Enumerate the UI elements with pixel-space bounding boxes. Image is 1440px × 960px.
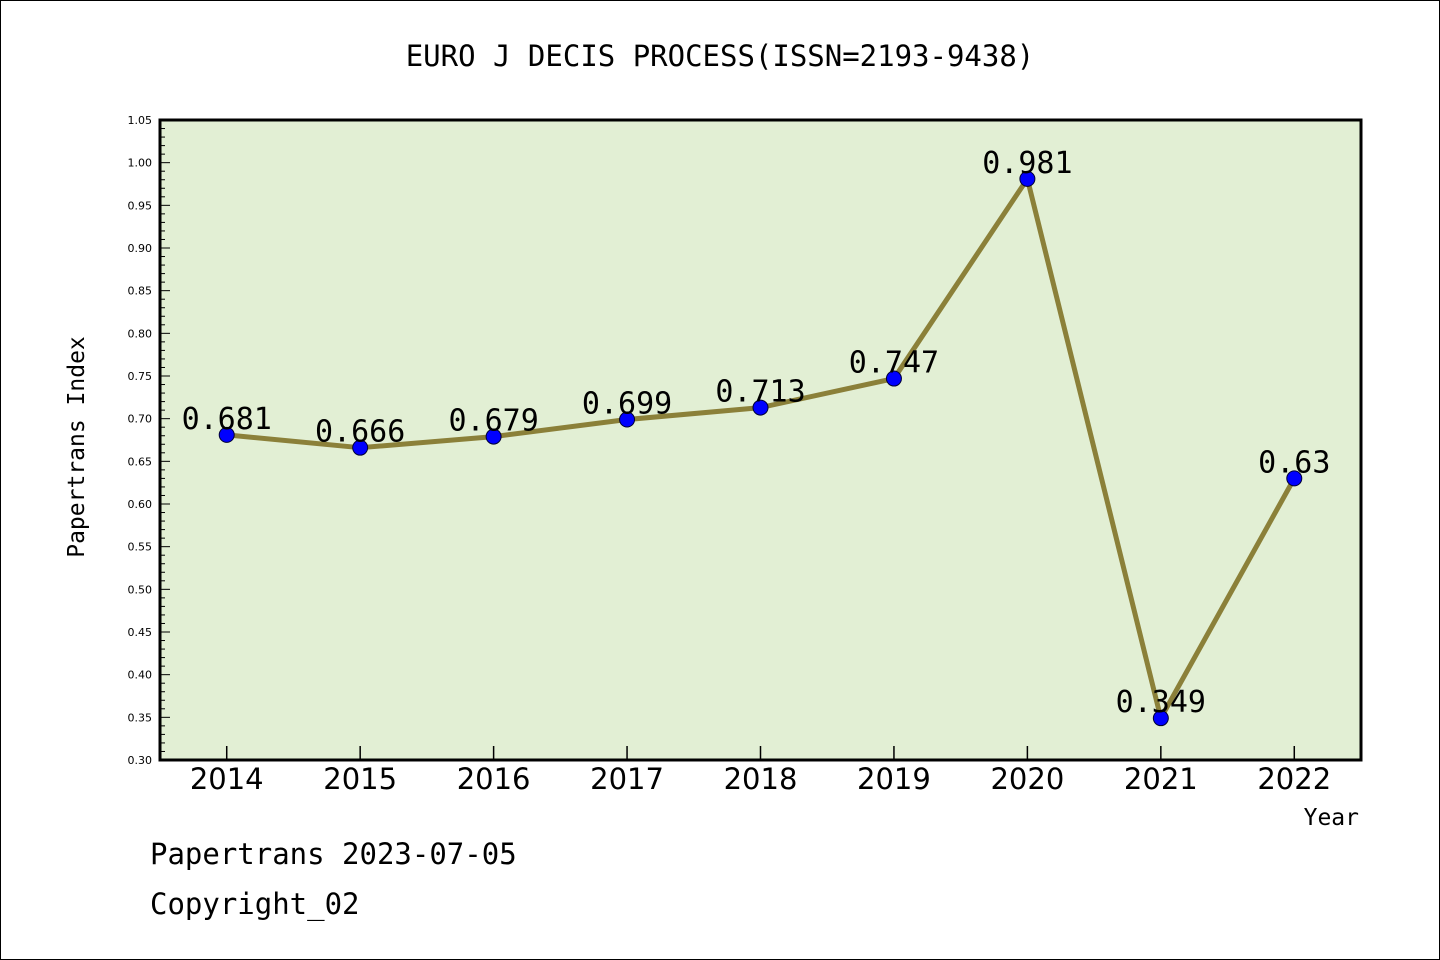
x-tick-label: 2022 [1257,762,1331,796]
y-tick-label: 0.80 [128,327,153,340]
x-tick-label: 2021 [1124,762,1198,796]
y-tick-label: 0.30 [128,754,153,767]
data-point [752,399,769,416]
x-tick-label: 2018 [724,762,798,796]
data-label: 0.713 [715,375,805,410]
data-label: 0.679 [448,404,538,439]
data-label: 0.666 [315,415,405,450]
data-label: 0.63 [1258,445,1330,480]
y-axis: 0.30 0.35 0.40 0.45 0.50 0.55 0.60 0.65 0.70 0.75… [128,114,170,767]
y-tick-label: 0.45 [128,626,153,639]
y-tick-label: 0.75 [128,370,153,383]
footer-copyright: Copyright_02 [150,887,360,922]
y-tick-label: 1.00 [128,157,153,170]
data-point [619,411,636,428]
y-tick-label: 0.90 [128,242,153,255]
y-tick-label: 0.60 [128,498,153,511]
x-tick-label: 2017 [590,762,664,796]
y-tick-label: 0.40 [128,669,153,682]
x-tick-label: 2015 [323,762,397,796]
data-point [1152,710,1169,727]
x-tick-label: 2014 [190,762,264,796]
data-label: 0.747 [849,346,939,381]
y-tick-label: 0.55 [128,541,153,554]
y-tick-label: 0.70 [128,413,153,426]
data-point [1286,470,1303,487]
y-tick-label: 0.50 [128,583,153,596]
y-tick-label: 0.35 [128,711,153,724]
data-label: 0.699 [582,387,672,422]
data-label: 0.349 [1116,685,1206,720]
data-label: 0.981 [982,146,1072,181]
data-point [352,439,369,456]
data-labels: 0.681 0.666 0.679 0.699 0.713 0.747 0.981 0.349… [182,146,1331,720]
data-point [885,370,902,387]
y-axis-label: Papertrans Index [64,336,90,558]
y-tick-label: 0.65 [128,455,153,468]
data-label: 0.681 [182,402,272,437]
y-tick-label: 0.95 [128,199,153,212]
x-tick-label: 2020 [990,762,1064,796]
data-point [485,428,502,445]
x-axis-label: Year [1304,805,1359,831]
data-point [218,426,235,443]
y-tick-label: 1.05 [128,114,153,127]
y-tick-label: 0.85 [128,285,153,298]
data-point [1019,170,1036,187]
footer-date: Papertrans 2023-07-05 [150,837,517,871]
x-tick-label: 2019 [857,762,931,796]
series-markers [218,170,1303,727]
chart-title: EURO J DECIS PROCESS(ISSN=2193-9438) [406,39,1035,73]
x-tick-label: 2016 [457,762,531,796]
x-axis: 2014 2015 2016 2017 2018 2019 2020 2021 2022 [190,746,1331,796]
